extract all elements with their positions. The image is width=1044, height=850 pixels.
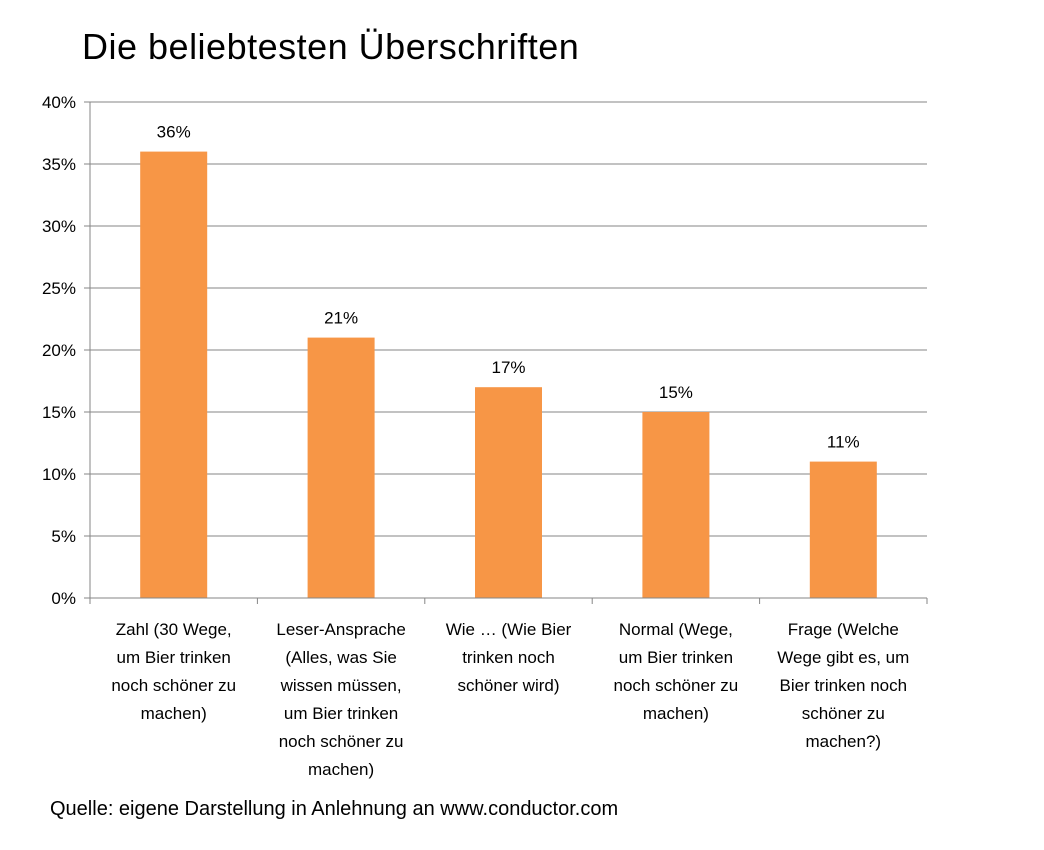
chart-title: Die beliebtesten Überschriften — [82, 26, 580, 67]
data-labels: 36% 21% 17% 15% 11% — [157, 123, 860, 452]
x-axis — [89, 102, 928, 604]
y-axis-tick-labels: 0% 5% 10% 15% 20% 25% 30% 35% 40% — [42, 93, 76, 608]
category-labels: Zahl (30 Wege, um Bier trinken noch schöne… — [111, 620, 909, 779]
y-tick-label: 30% — [42, 217, 76, 236]
y-tick-label: 0% — [51, 589, 76, 608]
data-label: 36% — [157, 123, 191, 142]
bar — [642, 412, 710, 598]
category-label: Normal (Wege, um Bier trinken noch schöner… — [614, 620, 739, 723]
bar — [307, 337, 375, 598]
y-tick-label: 25% — [42, 279, 76, 298]
category-label: Zahl (30 Wege, um Bier trinken noch schöne… — [111, 620, 236, 723]
y-tick-label: 35% — [42, 155, 76, 174]
data-label: 17% — [491, 358, 525, 377]
bars — [140, 151, 877, 598]
data-label: 21% — [324, 309, 358, 328]
source-note: Quelle: eigene Darstellung in Anlehnung … — [50, 798, 619, 820]
y-tick-label: 5% — [51, 527, 76, 546]
category-label: Frage (Welche Wege gibt es, um Bier trinke… — [777, 620, 909, 751]
y-tick-label: 40% — [42, 93, 76, 112]
category-label: Wie … (Wie Bier trinken noch schöner wird) — [446, 620, 572, 695]
y-tick-label: 15% — [42, 403, 76, 422]
data-label: 15% — [659, 383, 693, 402]
data-label: 11% — [827, 433, 860, 452]
category-label: Leser-Ansprache (Alles, was Sie wissen müs… — [276, 620, 405, 779]
bar — [140, 151, 208, 598]
y-tick-label: 20% — [42, 341, 76, 360]
y-tick-label: 10% — [42, 465, 76, 484]
bar — [475, 387, 542, 598]
bar — [809, 461, 877, 598]
